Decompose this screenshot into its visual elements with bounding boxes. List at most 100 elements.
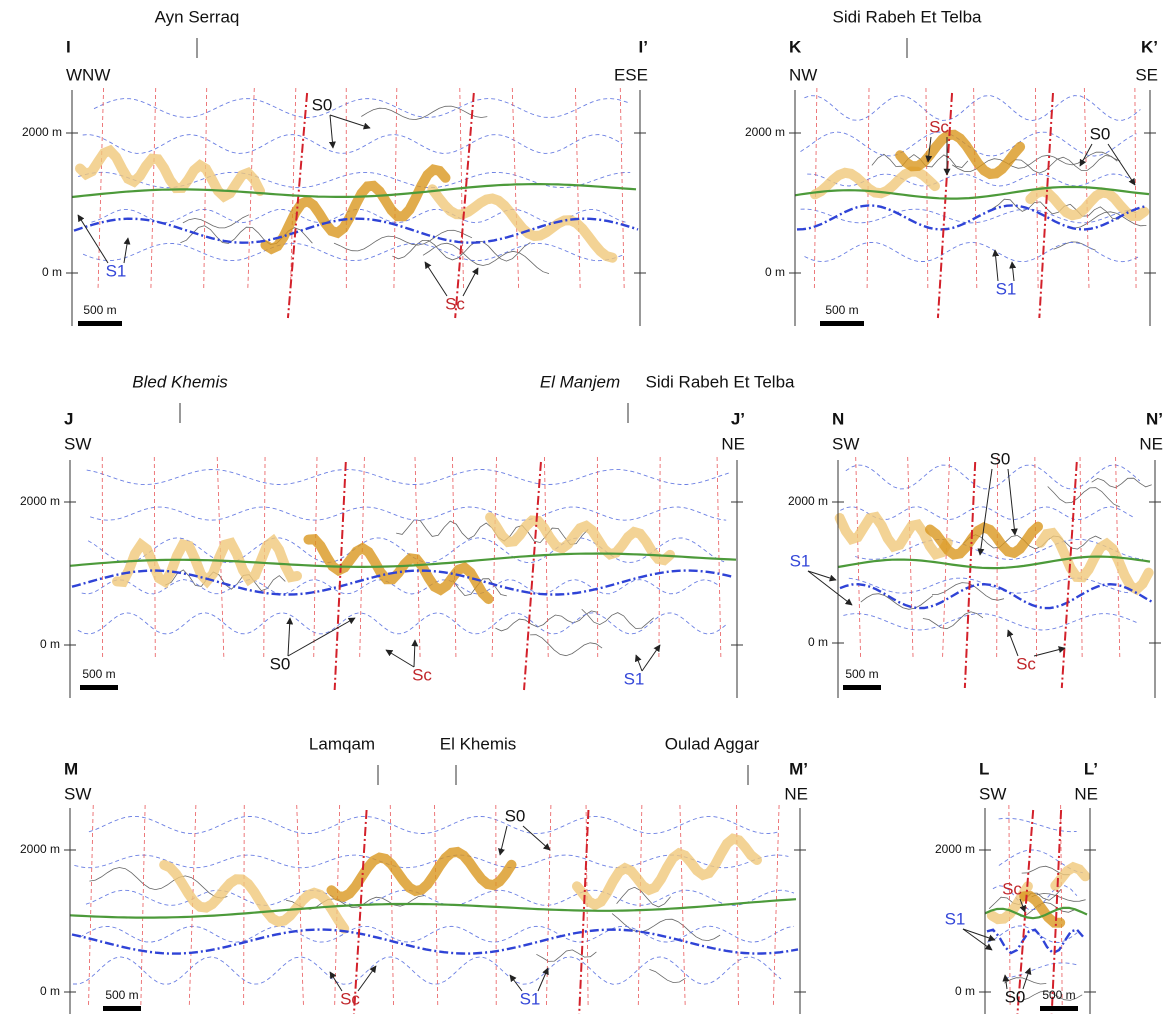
fault-trace <box>1060 804 1063 1008</box>
fold-band <box>326 846 517 903</box>
cleavage-trace <box>804 241 1141 263</box>
locality-label: El Khemis <box>440 734 517 753</box>
scale-label: 500 m <box>1042 988 1075 1002</box>
annotation-arrow <box>977 468 993 556</box>
stratum-trace <box>536 949 597 962</box>
structure-label: S0 <box>1005 987 1026 1006</box>
elevation-label: 2000 m <box>22 125 62 139</box>
cleavage-trace <box>848 577 1131 594</box>
cross-section: 2000 m 0 m I WNW I’ ESE Ayn Serraq 500 m S0 S1 Sc <box>22 7 648 326</box>
scale-label: 500 m <box>105 988 138 1002</box>
stratum-trace <box>1004 977 1047 985</box>
fault-trace <box>243 804 245 1008</box>
main-fault <box>333 461 347 691</box>
stratum-trace <box>922 611 984 630</box>
section-start-direction: NW <box>789 65 817 84</box>
main-cleavage <box>986 928 1084 955</box>
cleavage-trace <box>86 469 729 485</box>
fault-trace <box>942 456 950 659</box>
elevation-label: 2000 m <box>745 125 785 139</box>
locality-label: Sidi Rabeh Et Telba <box>832 7 982 26</box>
annotation-arrow <box>77 214 109 264</box>
annotation-arrow <box>537 967 549 992</box>
section-end: N’ <box>1146 409 1163 428</box>
annotation-arrow <box>287 617 356 657</box>
annotation-arrow <box>286 617 294 657</box>
main-cleavage <box>71 928 799 955</box>
stratum-trace <box>495 610 598 632</box>
scale-label: 500 m <box>82 667 115 681</box>
scale-bar <box>1040 1006 1078 1011</box>
annotation-arrow <box>329 114 371 130</box>
main-fault <box>936 92 954 319</box>
cross-section: 2000 m 0 m N SW N’ NE 500 m S0 S1 Sc <box>788 409 1163 698</box>
annotation-arrow <box>1107 143 1136 186</box>
stratum-trace <box>649 969 686 984</box>
annotation-arrow <box>424 261 448 297</box>
cleavage-trace <box>90 506 727 521</box>
stratum-trace <box>530 634 603 657</box>
section-end-direction: SE <box>1135 65 1158 84</box>
stratum-trace <box>422 242 550 274</box>
fold-band <box>895 129 1026 180</box>
fault-trace <box>452 456 457 661</box>
topography <box>69 552 737 568</box>
elevation-label: 2000 m <box>935 842 975 856</box>
structure-label: S0 <box>312 95 333 114</box>
stratum-trace <box>1074 211 1147 229</box>
fault-trace <box>1034 456 1037 659</box>
section-start-direction: SW <box>979 784 1006 803</box>
cleavage-trace <box>73 956 782 985</box>
fault-trace <box>575 87 581 289</box>
cleavage-trace <box>85 889 795 906</box>
cleavage-trace <box>88 815 779 835</box>
fault-trace <box>925 87 929 289</box>
cleavage-trace <box>91 208 626 224</box>
elevation-label: 0 m <box>40 984 60 998</box>
scale-bar <box>78 321 122 326</box>
section-start: M <box>64 759 78 778</box>
main-fault <box>523 461 542 691</box>
section-start: I <box>66 37 71 56</box>
stratum-trace <box>1008 155 1118 174</box>
annotation-arrow <box>807 570 837 582</box>
main-fault <box>963 461 977 689</box>
structure-label: S1 <box>520 989 541 1008</box>
stratum-trace <box>1091 477 1152 489</box>
scale-label: 500 m <box>825 303 858 317</box>
fault-trace <box>973 87 978 289</box>
fault-trace <box>150 87 157 289</box>
annotation-arrow <box>925 136 933 163</box>
stratum-trace <box>1020 901 1075 917</box>
cross-section: 2000 m 0 m M SW M’ NE Lamqam El Khemis Oulad Agg… <box>20 734 808 1014</box>
annotation-arrow <box>634 654 643 672</box>
fault-trace <box>772 804 780 1008</box>
cleavage-trace <box>998 817 1077 833</box>
cleavage-trace <box>845 464 1141 490</box>
stratum-trace <box>1031 893 1086 902</box>
stratum-trace <box>611 913 721 942</box>
scale-bar <box>80 685 118 690</box>
topography <box>837 555 1151 570</box>
fold-band <box>112 533 302 589</box>
fault-trace <box>434 804 439 1008</box>
structure-label: S1 <box>945 909 966 928</box>
cleavage-trace <box>843 613 1138 631</box>
structure-label: S1 <box>790 551 811 570</box>
fault-trace <box>855 456 861 659</box>
annotation-arrow <box>509 974 523 992</box>
annotation-arrow <box>1006 629 1019 657</box>
main-cleavage <box>71 569 733 596</box>
cleavage-trace <box>992 885 1078 911</box>
cleavage-trace <box>804 95 1141 121</box>
annotation-arrow <box>411 639 419 668</box>
cleavage-trace <box>82 134 623 154</box>
main-cleavage <box>796 204 1146 231</box>
stratum-trace <box>1053 241 1096 251</box>
fold-band <box>834 511 953 561</box>
fault-trace <box>290 87 297 289</box>
section-end-direction: NE <box>1074 784 1098 803</box>
locality-label: Sidi Rabeh Et Telba <box>645 372 795 391</box>
stratum-trace <box>932 582 1005 601</box>
fold-band <box>75 144 265 203</box>
